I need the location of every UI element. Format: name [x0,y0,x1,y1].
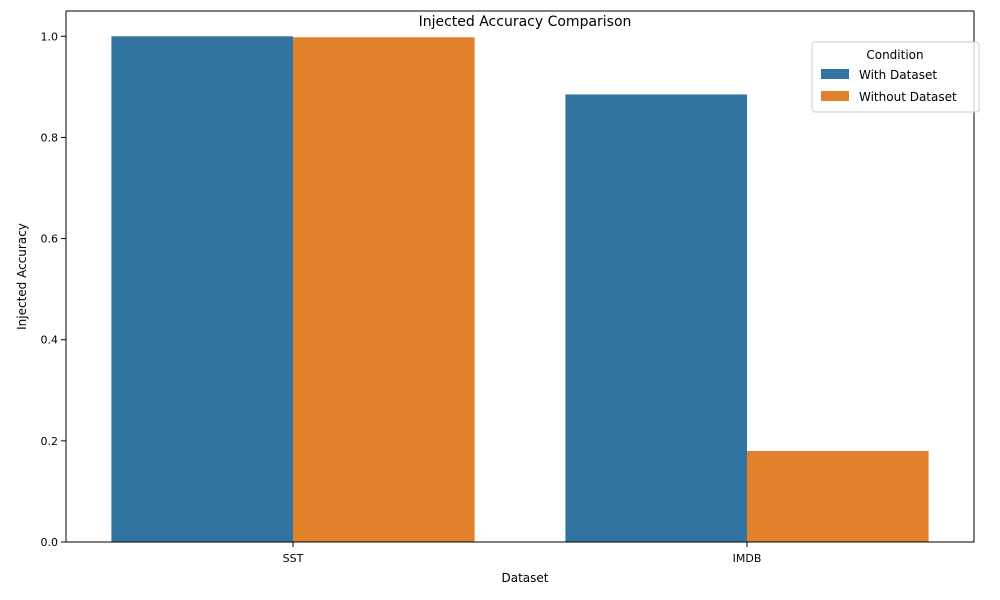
legend-title: Condition [866,48,923,62]
y-tick-label: 0.0 [41,536,59,549]
legend-swatch [821,69,849,79]
legend-items: With Dataset Without Dataset [821,68,957,104]
bar-sst-without-dataset [293,37,475,542]
chart-title: Injected Accuracy Comparison [419,14,632,30]
y-tick-label: 0.2 [41,435,59,448]
bar-sst-with-dataset [111,36,294,543]
x-axis-label: Dataset [502,571,549,585]
y-tick-label: 1.0 [41,30,59,43]
y-axis-label: Injected Accuracy [15,223,29,330]
legend-swatch [821,91,849,101]
y-tick-label: 0.8 [41,131,59,144]
bar-imdb-with-dataset [565,94,747,542]
x-tick-label: SST [283,552,304,565]
bars-group [111,36,929,543]
legend: Condition With Dataset Without Dataset [811,41,980,113]
x-tick-label: IMDB [733,552,762,565]
legend-box [811,41,980,113]
y-tick-label: 0.4 [41,334,59,347]
y-axis: 0.0 0.2 0.4 0.6 0.8 1.0 [41,30,66,549]
plot-frame [65,10,975,543]
legend-label: Without Dataset [859,90,957,104]
x-axis: SST IMDB [283,542,762,565]
legend-label: With Dataset [859,68,937,82]
y-tick-label: 0.6 [41,233,59,246]
bar-imdb-without-dataset [747,450,929,542]
